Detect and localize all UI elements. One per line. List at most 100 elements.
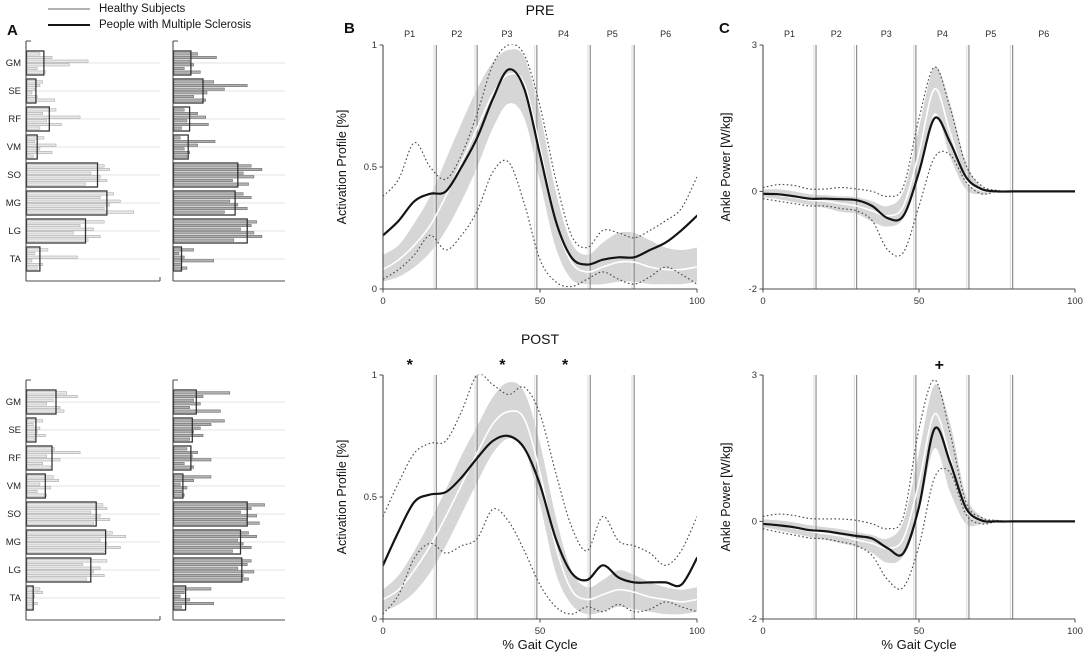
subject-bar <box>173 175 255 179</box>
subject-bar <box>26 602 38 606</box>
subject-bar <box>26 402 47 406</box>
subject-bar <box>173 143 198 147</box>
subject-bar <box>26 87 35 91</box>
subject-bar <box>173 168 263 172</box>
y-tick-label: 0 <box>752 517 757 528</box>
subject-bar <box>26 55 53 59</box>
significance-marker: * <box>407 357 414 374</box>
subject-bar <box>26 231 74 235</box>
subject-bar <box>26 538 101 542</box>
subject-bar <box>173 259 215 263</box>
subject-bar <box>173 535 257 539</box>
subject-bar <box>173 59 190 63</box>
subject-bar <box>173 154 188 158</box>
subject-bar <box>26 83 41 87</box>
subject-bar <box>173 266 188 270</box>
subject-bar <box>26 490 38 494</box>
x-tick-label: 100 <box>689 296 705 307</box>
subject-bar <box>173 577 249 581</box>
subject-bar <box>26 175 101 179</box>
subject-bar <box>173 437 190 441</box>
panel-label-b: B <box>344 20 355 37</box>
subject-bar <box>173 231 255 235</box>
subject-bar <box>173 136 181 140</box>
y-tick-label: 0.5 <box>364 492 377 503</box>
subject-bar <box>26 235 101 239</box>
subject-bar <box>26 196 101 200</box>
subject-bar <box>26 479 60 483</box>
subject-bar <box>173 574 244 578</box>
subject-bar <box>26 482 41 486</box>
x-tick-label: 100 <box>1067 296 1083 307</box>
subject-bar <box>173 94 194 98</box>
subject-bar <box>26 238 89 242</box>
x-tick-label: 50 <box>535 626 546 637</box>
subject-bar <box>173 238 235 242</box>
x-tick-label: 100 <box>689 626 705 637</box>
subject-bar <box>173 207 248 211</box>
subject-bar <box>26 255 78 259</box>
y-tick-label: -2 <box>749 284 757 295</box>
ms-sd-line <box>763 379 1075 530</box>
subject-bar <box>26 224 81 228</box>
subject-bar <box>173 587 212 591</box>
subject-bar <box>26 563 84 567</box>
subject-bar <box>26 507 108 511</box>
subject-bar <box>173 507 252 511</box>
gait-cycle-xlabel-c: % Gait Cycle <box>881 637 957 652</box>
phase-label: P1 <box>784 29 795 39</box>
subject-bar <box>26 574 105 578</box>
subject-bar <box>173 179 233 183</box>
subject-bar <box>26 80 43 84</box>
muscle-label: RF <box>8 453 21 464</box>
subject-bar <box>173 433 204 437</box>
activation-line-chart-post: 0 0.5 1 0 50 100 * * * <box>364 357 705 637</box>
subject-bar <box>173 80 215 84</box>
ms-sd-line <box>383 44 697 249</box>
ms-mean-line <box>763 116 1075 222</box>
subject-bar <box>173 126 182 130</box>
x-tick-label: 50 <box>914 296 925 307</box>
subject-bar <box>26 598 33 602</box>
significance-marker: * <box>499 357 506 374</box>
y-tick-label: 1 <box>372 370 377 381</box>
healthy-line-swatch <box>48 8 90 10</box>
subject-bar <box>173 196 252 200</box>
subject-bar <box>26 207 105 211</box>
subject-bar <box>173 503 265 507</box>
subject-bar <box>173 566 239 570</box>
subject-bar <box>173 454 193 458</box>
subject-bar <box>173 546 252 550</box>
subject-bar <box>26 123 62 127</box>
subject-bar <box>26 266 38 270</box>
subject-bar <box>173 119 188 123</box>
gait-cycle-xlabel-b: % Gait Cycle <box>502 637 578 652</box>
muscle-label: LG <box>8 226 21 237</box>
phase-label: P6 <box>660 29 671 39</box>
subject-bar <box>173 549 233 553</box>
muscle-label: TA <box>10 593 22 604</box>
healthy-mean-line <box>383 72 697 273</box>
x-tick-label: 0 <box>380 626 385 637</box>
subject-bar <box>173 482 181 486</box>
subject-bar <box>173 255 185 259</box>
phase-label: P4 <box>558 29 569 39</box>
subject-bar <box>173 591 185 595</box>
subject-bar <box>173 490 182 494</box>
subject-bar <box>173 426 201 430</box>
subject-bar <box>173 531 249 535</box>
subject-bar <box>173 220 257 224</box>
subject-bar <box>26 394 78 398</box>
significance-marker: * <box>562 357 569 374</box>
subject-bar <box>173 55 217 59</box>
x-tick-label: 0 <box>380 296 385 307</box>
subject-bar <box>26 108 57 112</box>
subject-bar <box>26 546 121 550</box>
subject-bar <box>26 252 35 256</box>
subject-bar <box>173 479 194 483</box>
muscle-label: TA <box>10 254 22 265</box>
phase-label: P5 <box>985 29 996 39</box>
phase-label: P3 <box>502 29 513 39</box>
subject-bar <box>26 493 47 497</box>
